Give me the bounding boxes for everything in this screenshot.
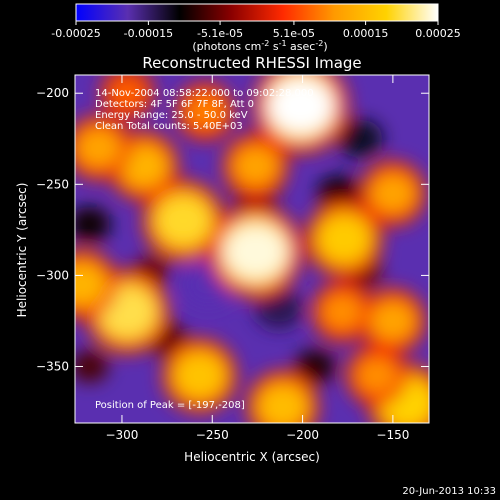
colorbar-tick-label: 0.00025 [415, 27, 461, 40]
bright-source [173, 353, 226, 398]
x-tick-label: −250 [196, 428, 229, 442]
x-axis-label: Heliocentric X (arcsec) [184, 450, 320, 464]
y-axis-label: Heliocentric Y (arcsec) [15, 183, 29, 318]
bright-source [184, 94, 226, 129]
bright-source [267, 77, 334, 135]
bright-source [119, 145, 168, 187]
dark-region [254, 287, 304, 329]
x-tick-label: −200 [286, 428, 319, 442]
chart-title: Reconstructed RHESSI Image [142, 54, 361, 72]
annotation-line: Energy Range: 25.0 - 50.0 keV [95, 110, 248, 121]
annotation-block: 14-Nov-2004 08:58:22.000 to 09:02:28.000… [95, 88, 314, 132]
dark-region [75, 350, 109, 383]
colorbar-tick-label: -5.1e-05 [197, 27, 243, 40]
bright-source [317, 216, 371, 262]
dark-region [337, 119, 383, 158]
colorbar: -0.00025 -0.00015 -5.1e-05 5.1e-05 0.00015 0.… [51, 3, 461, 53]
bright-source [75, 128, 122, 168]
colorbar-ticks: -0.00025 -0.00015 -5.1e-05 5.1e-05 0.00015 0.… [51, 21, 461, 40]
dark-region [295, 349, 336, 384]
bright-source [370, 174, 416, 213]
colorbar-tick-label: -0.00025 [51, 27, 100, 40]
bright-source [321, 294, 364, 330]
bright-source [233, 146, 279, 186]
annotation-line: 14-Nov-2004 08:58:22.000 to 09:02:28.000 [95, 88, 314, 99]
colorbar-tick-label: 5.1e-05 [273, 27, 315, 40]
bright-source [75, 263, 107, 306]
y-tick-label: −200 [36, 86, 69, 100]
bright-source [370, 301, 416, 341]
colorbar-tick-label: -0.00015 [124, 27, 173, 40]
plot-frame [74, 74, 430, 424]
bright-source [223, 224, 288, 280]
annotation-line: Detectors: 4F 5F 6F 7F 8F, Att 0 [95, 99, 254, 110]
bright-source [155, 196, 212, 245]
bright-source [108, 77, 146, 110]
x-tick-label: −150 [376, 428, 409, 442]
x-tick-label: −300 [105, 428, 138, 442]
dark-region [75, 206, 111, 243]
colorbar-units-label: (photons cm-2 s-1 asec-2) [192, 39, 327, 53]
footer-timestamp: 20-Jun-2013 10:33 [402, 486, 496, 497]
heatmap-area [75, 75, 429, 423]
bright-source [257, 385, 308, 423]
y-tick-label: −350 [36, 360, 69, 374]
y-tick-label: −300 [36, 268, 69, 282]
colorbar-tick-label: 0.00015 [343, 27, 389, 40]
y-tick-label: −250 [36, 177, 69, 191]
annotation-line: Clean Total counts: 5.40E+03 [95, 121, 243, 132]
axis-ticks: −300 −250 −200 −150 −200 −250 −300 −350 [36, 75, 429, 442]
peak-position-label: Position of Peak = [-197,-208] [95, 400, 245, 411]
heatmap-blobs [75, 75, 429, 423]
bright-source [355, 357, 398, 394]
colorbar-gradient [75, 3, 439, 22]
